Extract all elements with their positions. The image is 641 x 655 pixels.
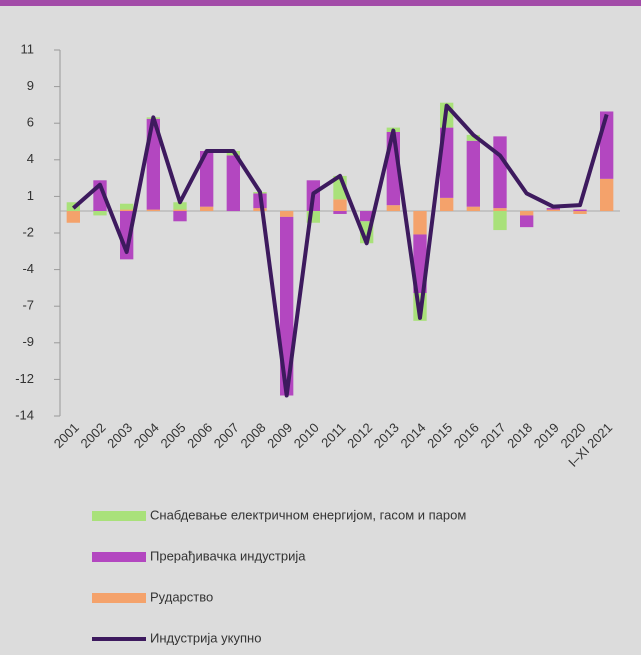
bar-segment xyxy=(173,211,187,222)
legend-label: Снабдевање електричном енергијом, гасом … xyxy=(150,507,466,522)
bar-segment xyxy=(226,155,240,212)
y-tick-label: -4 xyxy=(22,261,34,276)
bar-segment xyxy=(200,151,214,207)
bar-segment xyxy=(280,216,294,396)
y-tick-label: 11 xyxy=(21,41,35,56)
legend-swatch xyxy=(92,593,146,603)
bar-segment xyxy=(413,211,427,235)
bar-segment xyxy=(493,211,507,231)
bar-segment xyxy=(306,211,320,223)
y-tick-label: 1 xyxy=(27,188,34,203)
bar-segment xyxy=(466,134,480,141)
bar-segment xyxy=(386,205,400,212)
y-tick-label: -12 xyxy=(15,371,34,386)
header-band xyxy=(0,0,641,6)
bar-segment xyxy=(466,206,480,212)
bar-segment xyxy=(120,203,134,210)
y-tick-label: -14 xyxy=(15,407,34,422)
y-tick-label: 4 xyxy=(27,151,34,166)
bar-segment xyxy=(66,211,80,223)
bar-segment xyxy=(520,215,534,228)
y-tick-label: 6 xyxy=(27,115,34,130)
y-tick-label: -9 xyxy=(22,334,34,349)
bar-segment xyxy=(333,211,347,214)
bar-segment xyxy=(600,111,614,179)
y-tick-label: -7 xyxy=(22,298,34,313)
bar-segment xyxy=(93,211,107,216)
bar-segment xyxy=(466,140,480,207)
y-tick-label: -2 xyxy=(22,224,34,239)
bar-segment xyxy=(493,208,507,212)
bar-segment xyxy=(440,197,454,212)
bar-segment xyxy=(280,211,294,217)
legend: Снабдевање електричном енергијом, гасом … xyxy=(92,507,466,645)
bar-segment xyxy=(360,211,374,222)
bar-segment xyxy=(173,202,187,210)
bar-segment xyxy=(333,199,347,212)
y-tick-label: 9 xyxy=(27,78,34,93)
bar-segment xyxy=(173,209,187,212)
bar-segment xyxy=(520,211,534,216)
bar-segment xyxy=(200,206,214,212)
bar-segment xyxy=(546,209,560,212)
legend-swatch xyxy=(92,552,146,562)
bar-segment xyxy=(573,209,587,212)
bar-segment xyxy=(146,209,160,212)
bar-segment xyxy=(546,208,560,210)
bar-segment xyxy=(573,211,587,214)
bar-segment xyxy=(253,208,267,212)
bar-segment xyxy=(120,209,134,212)
legend-swatch xyxy=(92,511,146,521)
total-line xyxy=(72,103,609,398)
bar-segment xyxy=(600,178,614,212)
bar-segment xyxy=(493,136,507,209)
legend-label: Рударство xyxy=(150,589,213,604)
legend-label: Индустрија укупно xyxy=(150,630,261,645)
legend-label: Прерађивачка индустрија xyxy=(150,548,306,563)
